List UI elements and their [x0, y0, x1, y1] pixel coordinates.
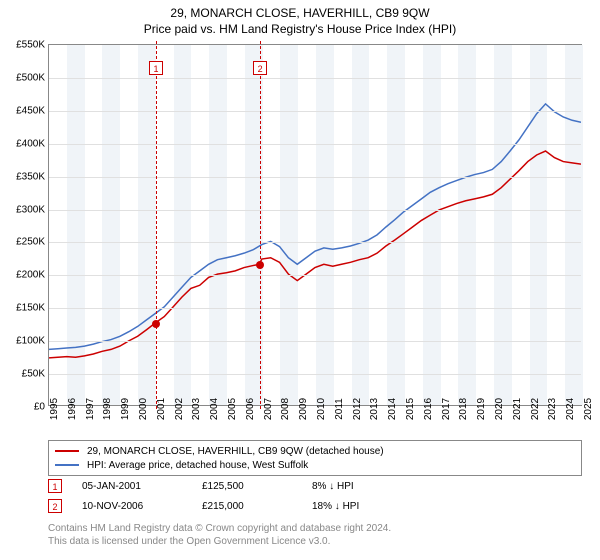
legend-row-property: 29, MONARCH CLOSE, HAVERHILL, CB9 9QW (d…	[55, 444, 575, 458]
chart-title: 29, MONARCH CLOSE, HAVERHILL, CB9 9QW	[0, 0, 600, 20]
y-tick-label: £450K	[16, 105, 45, 116]
event-price-2: £215,000	[202, 501, 292, 512]
gridline	[49, 308, 581, 309]
gridline	[49, 210, 581, 211]
series-property	[49, 151, 581, 358]
x-tick-label: 2006	[245, 398, 256, 420]
gridline	[49, 275, 581, 276]
event-price-1: £125,500	[202, 481, 292, 492]
gridline	[49, 111, 581, 112]
x-tick-label: 2017	[441, 398, 452, 420]
x-tick-label: 2022	[530, 398, 541, 420]
y-tick-label: £100K	[16, 336, 45, 347]
x-tick-label: 2009	[298, 398, 309, 420]
event-marker-2: 2	[48, 499, 62, 513]
x-tick-label: 2010	[316, 398, 327, 420]
event-date-2: 10-NOV-2006	[82, 501, 182, 512]
legend-label-property: 29, MONARCH CLOSE, HAVERHILL, CB9 9QW (d…	[87, 446, 384, 457]
series-hpi	[49, 104, 581, 350]
y-tick-label: £0	[34, 402, 45, 413]
x-tick-label: 2008	[280, 398, 291, 420]
gridline	[49, 242, 581, 243]
x-tick-label: 1998	[102, 398, 113, 420]
x-tick-label: 1995	[49, 398, 60, 420]
plot-area: £0£50K£100K£150K£200K£250K£300K£350K£400…	[48, 44, 582, 406]
y-tick-label: £250K	[16, 237, 45, 248]
x-tick-label: 2003	[191, 398, 202, 420]
x-tick-label: 2019	[476, 398, 487, 420]
event-row-2: 2 10-NOV-2006 £215,000 18% ↓ HPI	[48, 498, 582, 514]
x-tick-label: 2005	[227, 398, 238, 420]
x-tick-label: 2004	[209, 398, 220, 420]
event-point	[152, 320, 160, 328]
x-tick-label: 2000	[138, 398, 149, 420]
x-tick-label: 2015	[405, 398, 416, 420]
footnote: Contains HM Land Registry data © Crown c…	[48, 522, 582, 548]
y-tick-label: £350K	[16, 171, 45, 182]
x-tick-label: 2025	[583, 398, 594, 420]
gridline	[49, 78, 581, 79]
x-tick-label: 2016	[423, 398, 434, 420]
event-row-1: 1 05-JAN-2001 £125,500 8% ↓ HPI	[48, 478, 582, 494]
lines-svg	[49, 45, 581, 405]
x-tick-label: 2011	[334, 398, 345, 420]
y-tick-label: £300K	[16, 204, 45, 215]
event-refmarker: 1	[149, 61, 163, 75]
y-tick-label: £50K	[22, 369, 45, 380]
x-tick-label: 2001	[156, 398, 167, 420]
chart-container: 29, MONARCH CLOSE, HAVERHILL, CB9 9QW Pr…	[0, 0, 600, 560]
x-tick-label: 2013	[369, 398, 380, 420]
legend-row-hpi: HPI: Average price, detached house, West…	[55, 458, 575, 472]
x-tick-label: 2021	[512, 398, 523, 420]
x-tick-label: 2002	[174, 398, 185, 420]
gridline	[49, 177, 581, 178]
gridline	[49, 144, 581, 145]
x-tick-label: 1997	[85, 398, 96, 420]
footnote-line1: Contains HM Land Registry data © Crown c…	[48, 522, 582, 535]
y-tick-label: £500K	[16, 72, 45, 83]
chart-subtitle: Price paid vs. HM Land Registry's House …	[0, 20, 600, 36]
event-date-1: 05-JAN-2001	[82, 481, 182, 492]
legend-box: 29, MONARCH CLOSE, HAVERHILL, CB9 9QW (d…	[48, 440, 582, 476]
x-tick-label: 2018	[458, 398, 469, 420]
x-tick-label: 2020	[494, 398, 505, 420]
event-diff-1: 8% ↓ HPI	[312, 481, 422, 492]
y-tick-label: £150K	[16, 303, 45, 314]
legend-swatch-hpi	[55, 464, 79, 466]
x-tick-label: 2023	[547, 398, 558, 420]
y-tick-label: £550K	[16, 40, 45, 51]
events-table: 1 05-JAN-2001 £125,500 8% ↓ HPI 2 10-NOV…	[48, 478, 582, 518]
x-tick-label: 2012	[352, 398, 363, 420]
event-refline	[156, 41, 157, 409]
legend-swatch-property	[55, 450, 79, 452]
event-point	[256, 261, 264, 269]
x-tick-label: 1996	[67, 398, 78, 420]
event-diff-2: 18% ↓ HPI	[312, 501, 422, 512]
event-refline	[260, 41, 261, 409]
legend-label-hpi: HPI: Average price, detached house, West…	[87, 460, 308, 471]
event-marker-1: 1	[48, 479, 62, 493]
gridline	[49, 374, 581, 375]
y-tick-label: £400K	[16, 138, 45, 149]
x-tick-label: 2024	[565, 398, 576, 420]
footnote-line2: This data is licensed under the Open Gov…	[48, 535, 582, 548]
x-tick-label: 1999	[120, 398, 131, 420]
x-tick-label: 2007	[263, 398, 274, 420]
y-tick-label: £200K	[16, 270, 45, 281]
x-tick-label: 2014	[387, 398, 398, 420]
gridline	[49, 341, 581, 342]
event-refmarker: 2	[253, 61, 267, 75]
